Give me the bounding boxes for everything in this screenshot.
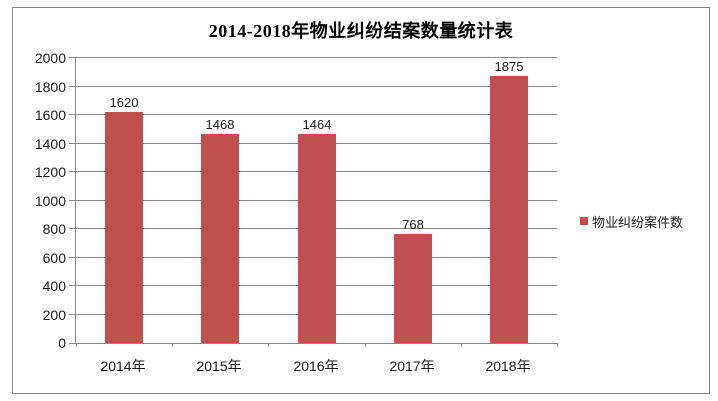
bar (490, 76, 528, 343)
y-tick-label: 1600 (34, 107, 66, 123)
x-axis-tick (365, 343, 366, 347)
chart-frame: 2014-2018年物业纠纷结案数量统计表 1620 1468 1464 768 187… (12, 7, 710, 394)
bar-value-label: 1620 (109, 95, 139, 110)
x-tick-label: 2015年 (196, 358, 242, 374)
bar (105, 112, 143, 343)
x-axis-tick (172, 343, 173, 347)
y-tick-label: 400 (42, 278, 66, 294)
y-axis-labels: 0 200 400 600 800 1000 1200 1400 1600 1800 2000 (13, 50, 66, 351)
plot-area: 1620 1468 1464 768 1875 (69, 57, 558, 347)
y-axis-tick (69, 314, 76, 315)
x-tick-label: 2018年 (485, 358, 531, 374)
x-axis-tick (461, 343, 462, 347)
x-axis-labels: 2014年 2015年 2016年 2017年 2018年 (75, 357, 556, 377)
bar (298, 134, 336, 343)
chart-title: 2014-2018年物业纠纷结案数量统计表 (208, 21, 514, 41)
y-tick-label: 800 (42, 221, 66, 237)
y-axis-tick (69, 285, 76, 286)
bar-value-label: 1468 (205, 117, 235, 132)
legend-label: 物业纠纷案件数 (592, 214, 684, 230)
gridline (76, 86, 557, 87)
x-tick-label: 2016年 (293, 358, 339, 374)
y-tick-label: 1200 (34, 164, 66, 180)
y-tick-label: 1000 (34, 193, 66, 209)
bar (394, 234, 432, 343)
legend: 物业纠纷案件数 (580, 212, 683, 230)
bar (201, 134, 239, 343)
gridline (76, 57, 557, 58)
bar-value-label: 768 (402, 217, 424, 232)
x-axis-tick (76, 343, 77, 347)
y-axis-tick (69, 57, 76, 58)
y-axis-tick (69, 228, 76, 229)
y-axis-tick (69, 343, 76, 344)
y-tick-label: 1400 (34, 136, 66, 152)
y-tick-label: 0 (58, 335, 66, 351)
y-axis-tick (69, 143, 76, 144)
y-axis-tick (69, 200, 76, 201)
y-tick-label: 2000 (34, 50, 66, 66)
x-axis-tick (557, 343, 558, 347)
x-axis-tick (268, 343, 269, 347)
y-tick-label: 1800 (34, 79, 66, 95)
bar-value-label: 1464 (302, 117, 332, 132)
bar-value-label: 1875 (494, 59, 524, 74)
gridline (76, 114, 557, 115)
y-axis-tick (69, 257, 76, 258)
y-axis-tick (69, 171, 76, 172)
x-tick-label: 2014年 (100, 358, 146, 374)
y-tick-label: 200 (42, 307, 66, 323)
y-axis-tick (69, 114, 76, 115)
y-axis-tick (69, 86, 76, 87)
x-tick-label: 2017年 (389, 358, 435, 374)
legend-marker (580, 217, 588, 225)
y-tick-label: 600 (42, 250, 66, 266)
